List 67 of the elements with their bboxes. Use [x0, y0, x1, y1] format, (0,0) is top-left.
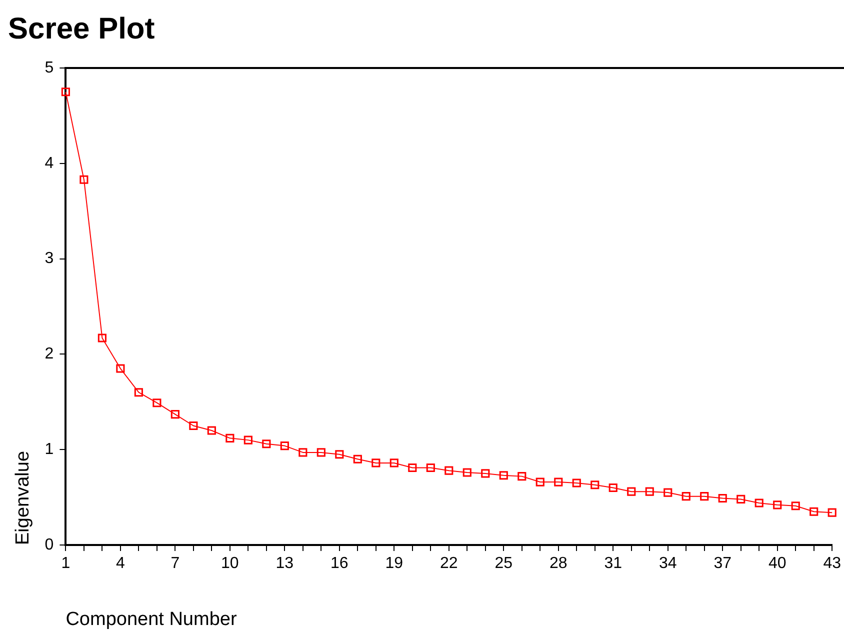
x-axis-title: Component Number	[66, 608, 238, 630]
point	[244, 436, 252, 444]
point	[664, 488, 672, 497]
x-tick-label: 1	[61, 555, 70, 572]
point	[718, 494, 727, 503]
point	[207, 426, 216, 435]
x-tick-label: 40	[768, 555, 786, 572]
point	[518, 472, 526, 481]
y-tick-label: 5	[44, 59, 54, 76]
point	[754, 498, 764, 508]
y-tick-label: 1	[44, 441, 54, 458]
x-tick-label: 4	[116, 555, 125, 572]
point	[608, 483, 618, 492]
point	[645, 487, 654, 496]
x-tick-label: 10	[221, 555, 239, 572]
point	[262, 440, 271, 448]
point	[444, 466, 454, 475]
y-tick-label: 4	[44, 154, 54, 172]
point	[61, 88, 70, 96]
point	[426, 463, 435, 472]
point	[736, 494, 746, 504]
point	[627, 487, 636, 496]
x-tick-label: 25	[494, 555, 513, 572]
point	[810, 507, 818, 516]
point	[682, 492, 690, 501]
point	[134, 388, 143, 397]
point	[170, 410, 180, 419]
point	[572, 478, 581, 488]
x-tick-label: 13	[276, 555, 294, 572]
y-tick-label: 3	[44, 250, 54, 268]
point	[353, 454, 362, 464]
point	[481, 469, 490, 478]
point	[280, 442, 289, 450]
point	[298, 448, 308, 457]
point	[335, 450, 344, 459]
x-tick-label: 7	[170, 555, 180, 572]
point	[536, 478, 544, 486]
point	[462, 468, 472, 477]
point	[499, 471, 508, 480]
point	[98, 334, 106, 342]
x-tick-label: 31	[604, 555, 622, 572]
y-axis-title: Eigenvalue	[12, 450, 34, 545]
point	[390, 458, 398, 468]
y-tick-label: 0	[44, 536, 54, 554]
x-tick-label: 19	[385, 555, 404, 572]
x-tick-label: 37	[714, 555, 732, 572]
point	[80, 175, 88, 184]
x-tick-label: 43	[823, 555, 842, 572]
x-tick-label: 34	[658, 555, 677, 572]
y-tick-label: 2	[44, 346, 54, 363]
x-tick-label: 28	[549, 555, 568, 572]
point	[408, 463, 417, 472]
point	[590, 480, 600, 490]
chart-title: Scree Plot	[8, 12, 155, 46]
point	[791, 502, 800, 510]
point	[773, 500, 782, 510]
point	[152, 398, 162, 408]
point	[189, 421, 198, 430]
point	[554, 478, 563, 486]
point	[700, 492, 709, 501]
point	[316, 448, 326, 457]
point	[828, 508, 836, 517]
x-tick-label: 16	[330, 555, 348, 572]
point	[226, 434, 234, 442]
point	[116, 364, 125, 373]
x-tick-label: 22	[440, 555, 458, 572]
point	[372, 458, 380, 468]
